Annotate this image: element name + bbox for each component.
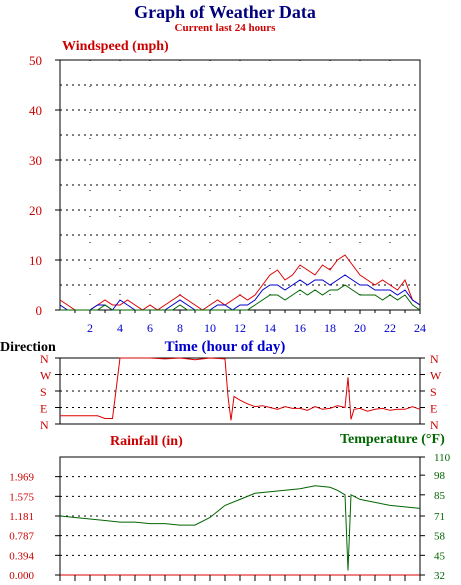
windspeed-y-tick-label: 50: [29, 53, 42, 68]
windspeed-x-tick-label: 12: [234, 321, 246, 335]
rain-temp-grid: [60, 476, 420, 556]
direction-y-tick-label-left: W: [40, 369, 52, 383]
direction-series: [60, 357, 421, 421]
temperature-y-tick-label: 58: [434, 531, 446, 543]
temperature-y-tick-label: 110: [434, 452, 451, 464]
rainfall-y-tick-label: 0.787: [9, 531, 34, 543]
page-title: Graph of Weather Data: [134, 2, 316, 22]
windspeed-x-tick-label: 10: [204, 321, 216, 335]
green-windspeed-line: [60, 284, 421, 311]
wind-direction-line: [60, 357, 421, 421]
direction-y-tick-label-left: N: [40, 418, 49, 432]
rainfall-y-tick-label: 1.575: [9, 491, 34, 503]
temperature-y-tick-label: 71: [434, 511, 445, 523]
direction-y-tick-label-right: N: [430, 418, 439, 432]
windspeed-y-tick-label: 30: [29, 153, 42, 168]
direction-y-ticks: N NW WS SE EN N: [40, 352, 442, 432]
windspeed-x-tick-label: 2: [87, 321, 93, 335]
temperature-line: [59, 485, 421, 571]
windspeed-x-tick-label: 18: [324, 321, 336, 335]
windspeed-x-tick-label: 6: [147, 321, 153, 335]
windspeed-y-tick-label: 10: [29, 253, 42, 268]
page-subtitle: Current last 24 hours: [175, 22, 277, 34]
direction-y-tick-label-right: E: [430, 402, 437, 416]
rain-temp-series: [59, 485, 421, 576]
rain-temp-panel: 0.000 0.394 0.787 1.181 1.575 1.969 32 45 58 71 85…: [9, 452, 450, 582]
temperature-title: Temperature (°F): [340, 432, 445, 447]
direction-y-tick-label-left: N: [40, 352, 49, 366]
windspeed-title: Windspeed (mph): [62, 39, 169, 54]
windspeed-x-tick-label: 4: [117, 321, 123, 335]
temperature-y-tick-label: 45: [434, 550, 446, 562]
direction-y-tick-label-right: S: [430, 385, 437, 399]
windspeed-x-tick-label: 14: [264, 321, 276, 335]
rain-temp-y-ticks: 0.000 0.394 0.787 1.181 1.575 1.969 32 45 58 71 85…: [9, 452, 450, 582]
rainfall-y-tick-label: 0.394: [9, 550, 34, 562]
red-windspeed-line: [59, 254, 421, 311]
windspeed-x-tick-label: 16: [294, 321, 306, 335]
windspeed-y-tick-label: 20: [29, 203, 42, 218]
direction-y-tick-label-right: N: [430, 352, 439, 366]
windspeed-x-tick-label: 22: [384, 321, 396, 335]
temperature-y-tick-label: 85: [434, 490, 446, 502]
time-axis-label: Time (hour of day): [165, 339, 286, 355]
windspeed-grid: [60, 60, 420, 310]
temperature-y-tick-label: 32: [434, 570, 445, 582]
rainfall-y-tick-label: 1.969: [9, 472, 34, 484]
windspeed-y-ticks: 0 10 20 30 40 50: [29, 53, 60, 318]
blue-windspeed-line: [59, 274, 421, 311]
windspeed-x-tick-label: 8: [177, 321, 183, 335]
windspeed-series: [59, 254, 421, 311]
windspeed-x-tick-label: 20: [354, 321, 366, 335]
windspeed-y-tick-label: 0: [36, 303, 43, 318]
windspeed-x-tick-label: 24: [414, 321, 426, 335]
direction-y-tick-label-left: S: [40, 385, 47, 399]
rainfall-y-tick-label: 0.000: [9, 570, 34, 582]
windspeed-x-ticks: 2 4 6 8 10 12 14 16 18 20 22 24: [74, 310, 426, 335]
rainfall-y-tick-label: 1.181: [9, 511, 34, 523]
direction-panel: N NW WS SE EN N: [40, 352, 442, 432]
direction-y-tick-label-left: E: [40, 402, 47, 416]
direction-grid: [60, 374, 420, 408]
rain-temp-x-ticks: [59, 575, 421, 581]
windspeed-y-tick-label: 40: [29, 103, 42, 118]
direction-title: Direction: [0, 340, 56, 355]
rainfall-title: Rainfall (in): [110, 434, 183, 449]
temperature-y-tick-label: 98: [434, 470, 446, 482]
direction-y-tick-label-right: W: [430, 369, 442, 383]
